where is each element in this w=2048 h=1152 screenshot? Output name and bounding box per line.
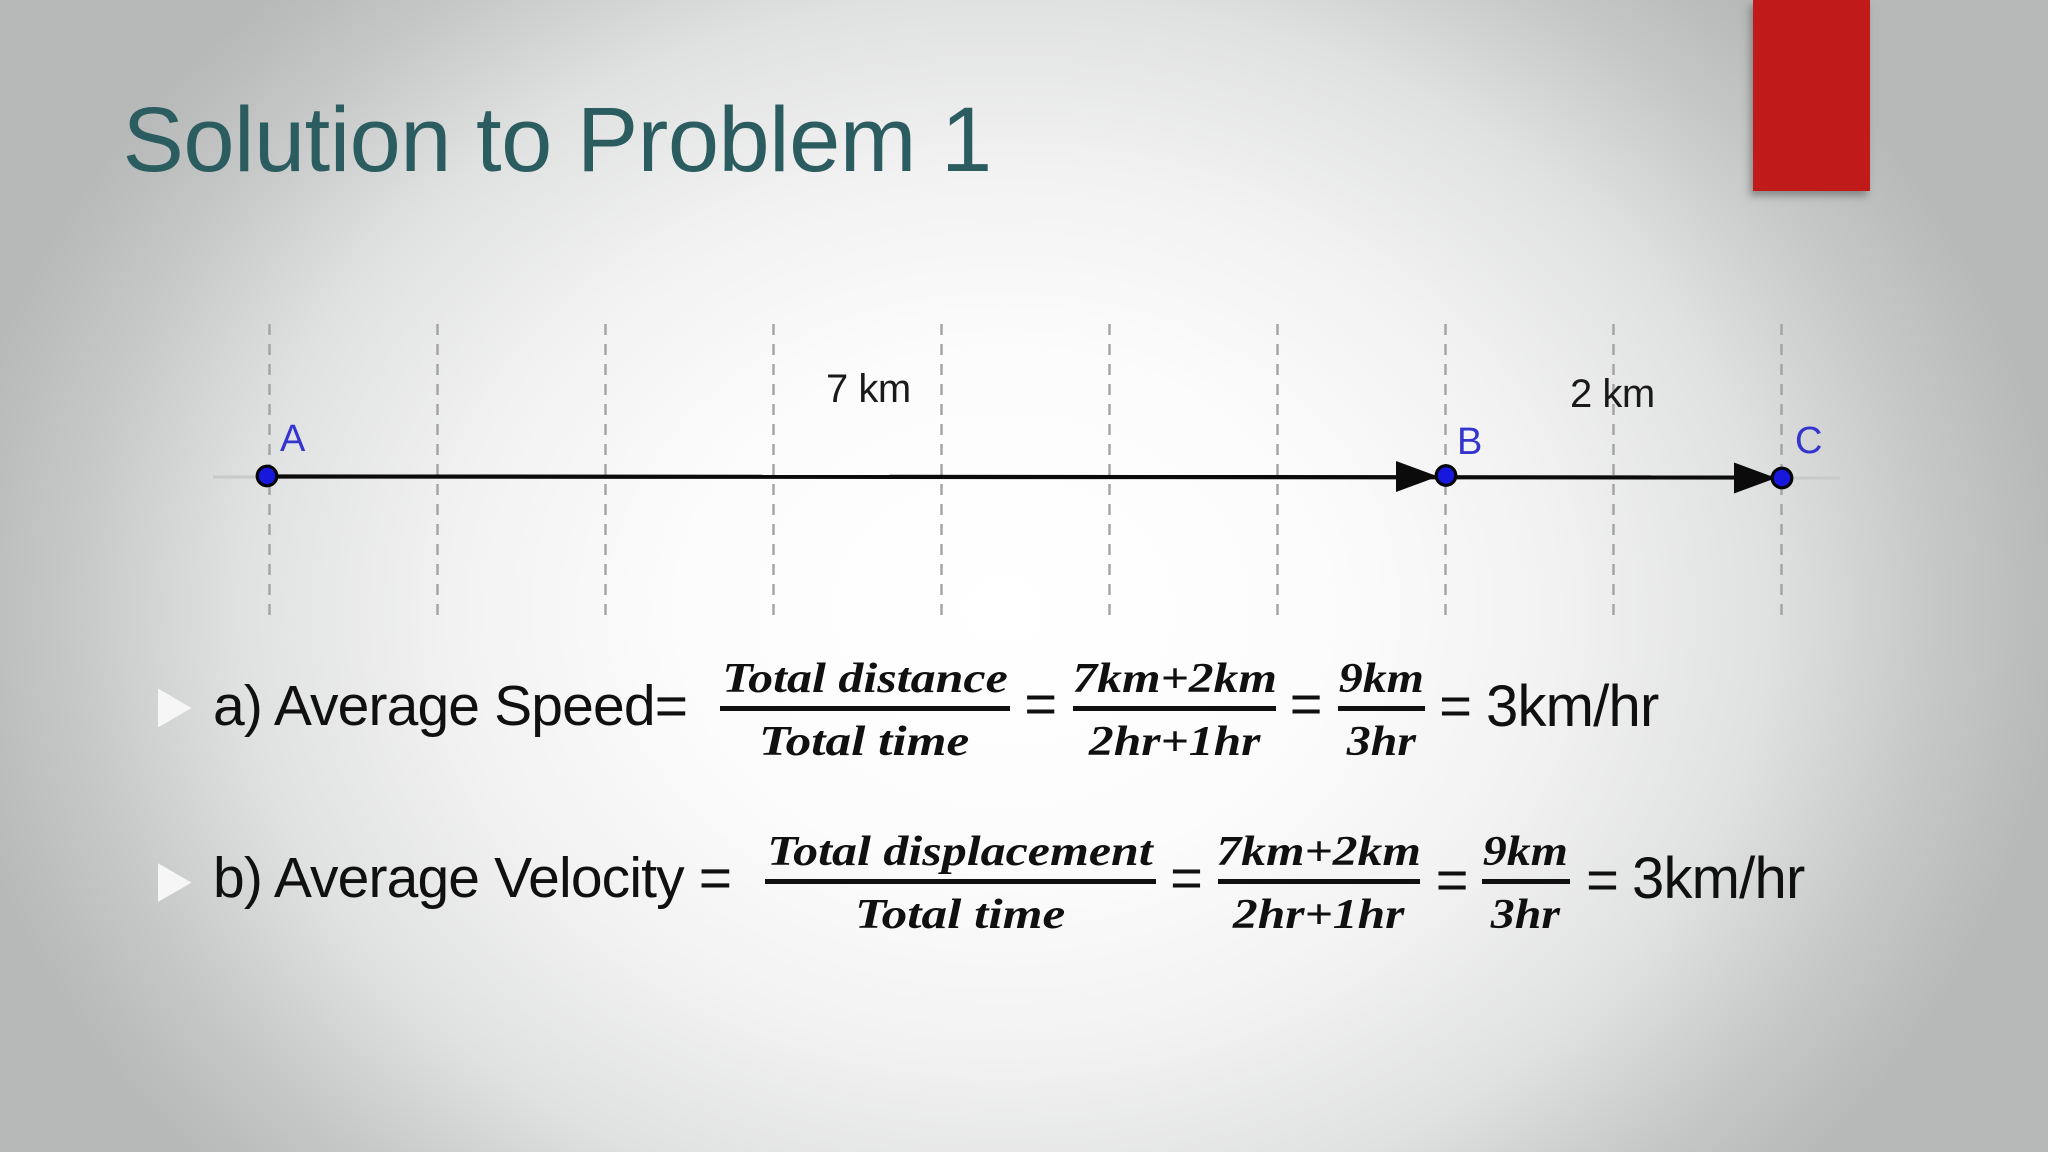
svg-text:A: A bbox=[280, 418, 306, 460]
svg-text:C: C bbox=[1795, 420, 1822, 462]
svg-text:2 km: 2 km bbox=[1570, 372, 1655, 416]
svg-text:B: B bbox=[1457, 421, 1482, 463]
svg-text:7 km: 7 km bbox=[826, 367, 911, 411]
